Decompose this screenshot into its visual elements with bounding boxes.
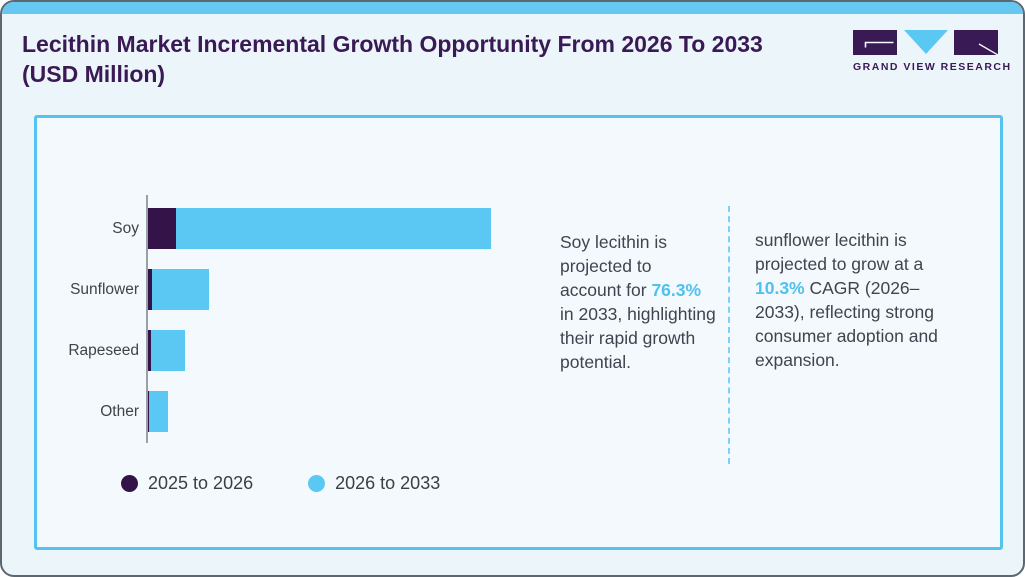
legend-item: 2025 to 2026 (121, 473, 253, 494)
bar-segment (176, 208, 491, 249)
bar-row (148, 330, 186, 371)
dashed-divider (728, 206, 730, 464)
sunflower-cagr-value: 10.3% (755, 278, 805, 298)
chart-legend: 2025 to 2026 2026 to 2033 (121, 473, 440, 494)
bar-row (148, 208, 491, 249)
legend-label: 2026 to 2033 (335, 473, 441, 493)
g-letter-cut (864, 41, 894, 48)
gvr-logo-mark (853, 30, 998, 55)
sunflower-annotation-text: sunflower lecithin is projected to grow … (755, 230, 924, 274)
bar-segment (149, 391, 168, 432)
soy-annotation-text: Soy lecithin is projected to account for (560, 232, 667, 300)
sunflower-annotation: sunflower lecithin is projected to grow … (755, 228, 941, 372)
soy-share-value: 76.3% (651, 280, 702, 300)
gvr-logo: GRAND VIEW RESEARCH (853, 30, 1012, 73)
gvr-wordmark: GRAND VIEW RESEARCH (853, 61, 1012, 73)
bar-segment (152, 269, 209, 310)
bar-segment (148, 330, 152, 371)
soy-annotation: Soy lecithin is projected to account for… (560, 230, 716, 374)
v-letter-shape (904, 30, 948, 54)
legend-label: 2025 to 2026 (148, 473, 254, 493)
soy-annotation-text-end: in 2033, highlighting their rapid growth… (560, 304, 716, 372)
page-title: Lecithin Market Incremental Growth Oppor… (22, 31, 763, 87)
category-label: Other (100, 403, 139, 420)
bar-segment (148, 208, 177, 249)
bar-segment (148, 391, 149, 432)
category-label: Sunflower (70, 281, 139, 298)
legend-dot-icon (308, 475, 326, 492)
sunflower-annotation-text-end: CAGR (2026–2033), reflecting strong cons… (755, 278, 938, 370)
bar-row (148, 391, 168, 432)
category-axis-line (146, 195, 148, 443)
r-letter-cut (978, 43, 998, 55)
legend-item: 2026 to 2033 (308, 473, 440, 494)
legend-dot-icon (121, 475, 138, 492)
category-label: Soy (112, 220, 139, 237)
category-label: Rapeseed (68, 342, 139, 359)
bar-row (148, 269, 209, 310)
bar-segment (151, 330, 186, 371)
top-accent-bar (2, 2, 1023, 14)
bar-segment (148, 269, 153, 310)
chart-panel (34, 115, 1003, 550)
bar-chart (148, 208, 568, 432)
